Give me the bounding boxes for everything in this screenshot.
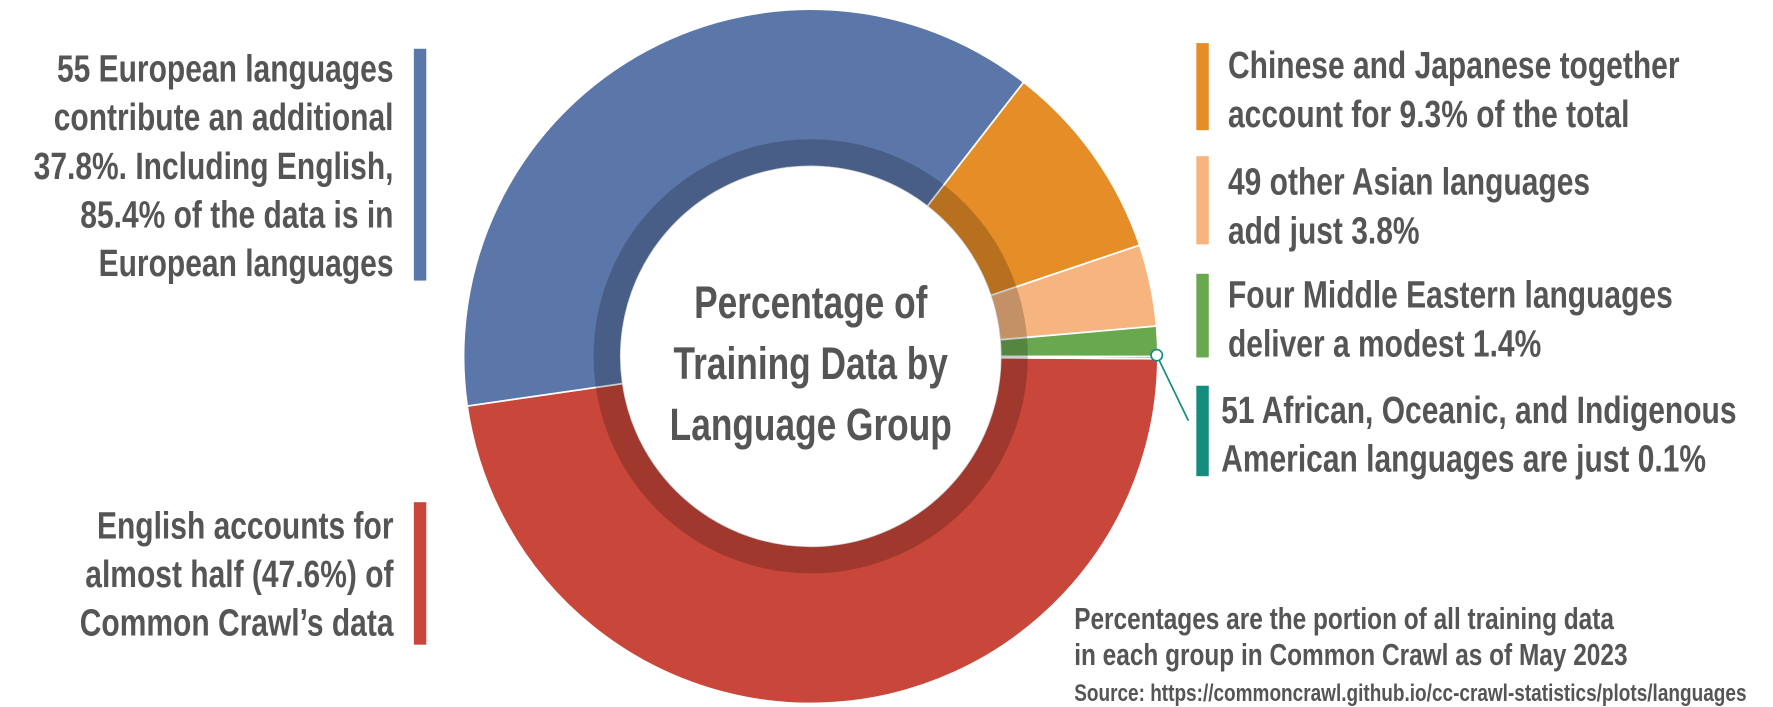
chart-title: Training Data by [674, 338, 949, 389]
annotation-bar [1196, 385, 1209, 477]
annotation-bar [413, 502, 427, 645]
pointer-dot [1150, 348, 1164, 362]
annotation: add just 3.8% [1228, 210, 1420, 252]
footnote: in each group in Common Crawl as of May … [1074, 637, 1627, 671]
inner-shadow-ring [593, 139, 1028, 574]
annotation: 37.8%. Including English, [34, 145, 394, 187]
annotation: almost half (47.6%) of [85, 554, 394, 596]
footnote: Percentages are the portion of all train… [1074, 601, 1614, 635]
source: Source: https://commoncrawl.github.io/cc… [1074, 680, 1746, 707]
annotation: Chinese and Japanese together [1228, 45, 1680, 87]
annotation: 49 other Asian languages [1228, 161, 1590, 203]
annotation: 51 African, Oceanic, and Indigenous [1221, 390, 1736, 432]
annotation: American languages are just 0.1% [1221, 438, 1706, 480]
annotation: 85.4% of the data is in [80, 194, 393, 236]
chart-title: Language Group [670, 399, 952, 450]
annotation: account for 9.3% of the total [1228, 93, 1629, 135]
annotation: European languages [99, 243, 394, 285]
annotation: Common Crawl’s data [80, 602, 394, 644]
annotation-bar [413, 48, 427, 281]
annotation-bar [1196, 273, 1209, 358]
annotation-bar [1196, 43, 1209, 131]
pointer-line [1155, 354, 1190, 422]
donut-hole [620, 166, 1001, 547]
annotation: English accounts for [97, 505, 394, 547]
chart-title: Percentage of [694, 277, 928, 328]
annotation: Four Middle Eastern languages [1228, 274, 1673, 316]
annotation-bar [1196, 156, 1209, 245]
annotation: deliver a modest 1.4% [1228, 323, 1541, 365]
annotation: contribute an additional [54, 97, 394, 139]
annotation: 55 European languages [57, 48, 394, 90]
